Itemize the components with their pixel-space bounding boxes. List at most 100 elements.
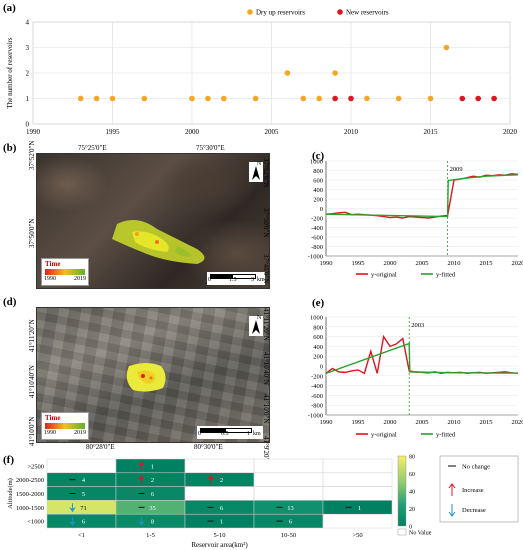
y-tick-label: 400 xyxy=(313,187,323,194)
data-point xyxy=(205,95,211,102)
time-legend-b: Time 1990 2019 xyxy=(41,258,89,286)
x-tick-label: 1990 xyxy=(320,260,333,267)
data-point xyxy=(316,95,323,102)
y-tick-label: 200 xyxy=(313,197,323,204)
data-point xyxy=(284,70,291,76)
scale-label-0: 0 xyxy=(198,431,201,437)
data-point xyxy=(141,95,148,102)
time-end: 2019 xyxy=(74,276,86,282)
x-tick-label: 2000 xyxy=(185,128,200,136)
no-value-label: No Value xyxy=(409,531,432,537)
row-label: 2000-2500 xyxy=(16,477,44,484)
colorbar-tick: 0 xyxy=(409,525,412,531)
map-b-left-tick-0: 37°52'0"N xyxy=(28,140,36,170)
scale-label-2: 1 xyxy=(247,431,250,437)
heatmap-cell xyxy=(322,513,393,529)
data-point xyxy=(475,95,482,102)
heatmap-cell xyxy=(184,486,255,501)
scale-bar-b: 0 1.5 3 km xyxy=(207,272,265,285)
panel-c-label: (c) xyxy=(312,150,325,162)
y-tick-label: 0 xyxy=(26,121,30,129)
scale-label-0: 0 xyxy=(208,277,211,283)
colorbar-tick: 80 xyxy=(409,455,415,461)
legend-label: y-original xyxy=(371,432,397,439)
cell-value: 2 xyxy=(151,477,154,484)
legend-marker xyxy=(337,9,343,15)
reservoir-map-b: Time 1990 2019 0 1.5 3 km N xyxy=(36,153,270,289)
data-point xyxy=(348,95,354,102)
map-b-left-tick-1: 37°50'0"N xyxy=(28,218,36,248)
x-tick-label: 2015 xyxy=(424,128,439,136)
time-series-chart-e: 10008006004002000-200-400-600-800-100019… xyxy=(308,315,523,439)
time-start: 1990 xyxy=(44,430,56,436)
map-d-right-tick-1: 41°10'40"N xyxy=(262,352,270,385)
cell-value: 6 xyxy=(220,505,224,512)
symbol-legend-box xyxy=(439,455,519,523)
legend-label: y-original xyxy=(371,272,397,279)
time-series-chart-c: 10008006004002000-200-400-600-800-100019… xyxy=(308,159,523,279)
y-tick-label: -1000 xyxy=(308,413,323,420)
data-point xyxy=(364,95,370,102)
increase-arrow-icon xyxy=(138,474,145,484)
scale-label-2: 3 xyxy=(251,277,254,283)
map-d-left-tick-1: 41°10'40"N xyxy=(28,365,36,398)
map-b-right-tick-0: 37°52'0"N xyxy=(262,158,270,188)
data-point xyxy=(77,95,84,102)
data-point xyxy=(189,95,195,102)
heatmap-cell xyxy=(322,472,393,487)
cell-value: 2 xyxy=(220,477,223,484)
y-tick-label: -1000 xyxy=(308,254,323,261)
data-point xyxy=(395,95,402,102)
heatmap-cell xyxy=(253,472,324,487)
cell-value: 1 xyxy=(220,519,223,526)
x-tick-label: 2015 xyxy=(480,260,493,267)
decrease-arrow-icon xyxy=(448,504,456,517)
col-label: 1-5 xyxy=(146,532,155,539)
col-label: >50 xyxy=(352,532,362,539)
series-line xyxy=(325,342,519,375)
time-legend-title: Time xyxy=(45,260,61,268)
y-tick-label: -600 xyxy=(311,393,323,400)
cell-value: 1 xyxy=(151,463,154,470)
row-label: >2500 xyxy=(27,463,44,470)
x-tick-label: 2005 xyxy=(265,128,280,136)
legend-label: y-fitted xyxy=(436,432,456,439)
heatmap-cell xyxy=(253,458,324,474)
y-tick-label: -400 xyxy=(311,383,323,390)
legend-decrease: Decrease xyxy=(462,507,486,514)
cell-value: 6 xyxy=(82,519,86,526)
heatmap-cell xyxy=(253,486,324,501)
north-arrow-icon: N xyxy=(249,315,263,336)
y-tick-label: -400 xyxy=(311,225,323,232)
cell-value: 6 xyxy=(289,519,293,526)
legend-increase: Increase xyxy=(462,487,484,494)
map-d-right-tick-0: 41°11'20"N xyxy=(262,308,270,341)
cell-value: 6 xyxy=(151,491,155,498)
heatmap-cell xyxy=(184,458,255,474)
data-point xyxy=(93,95,100,102)
map-d-bottom-tick-0: 80°28'0"E xyxy=(86,443,115,451)
cell-value: 5 xyxy=(82,491,85,498)
row-label: <1000 xyxy=(27,519,44,526)
panel-a-label: (a) xyxy=(3,2,16,14)
x-tick-label: 2000 xyxy=(384,260,397,267)
x-tick-label: 2010 xyxy=(448,419,461,426)
decrease-arrow-icon xyxy=(69,503,76,513)
x-tick-label: 2000 xyxy=(384,419,397,426)
scale-bar-d: 0 0.5 1 km xyxy=(197,426,263,439)
panel-f-label: (f) xyxy=(3,454,14,466)
colorbar xyxy=(397,455,407,527)
decrease-arrow-icon xyxy=(138,517,145,526)
y-tick-label: 3 xyxy=(26,44,30,52)
x-tick-label: 1995 xyxy=(352,419,365,426)
x-tick-label: 1990 xyxy=(320,419,333,426)
y-tick-label: 200 xyxy=(313,354,323,361)
y-axis-label: Altitude(m) xyxy=(7,478,14,509)
x-tick-label: 2010 xyxy=(344,128,359,136)
data-point xyxy=(491,95,497,102)
col-label: 5-10 xyxy=(214,532,226,539)
map-b-right-tick-1: 37°50'0"N xyxy=(262,208,270,238)
y-tick-label: 1000 xyxy=(310,315,323,322)
heatmap-cell xyxy=(322,458,393,474)
colorbar-tick: 60 xyxy=(409,472,415,478)
